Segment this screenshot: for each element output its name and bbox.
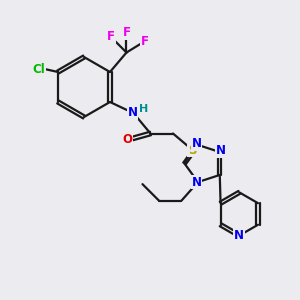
- Text: N: N: [216, 144, 226, 157]
- Text: S: S: [188, 143, 197, 157]
- Text: N: N: [128, 106, 137, 119]
- Text: O: O: [122, 133, 132, 146]
- Text: N: N: [234, 229, 244, 242]
- Text: F: F: [107, 30, 115, 44]
- Text: F: F: [122, 26, 130, 39]
- Text: H: H: [139, 104, 148, 114]
- Text: Cl: Cl: [32, 62, 45, 76]
- Text: N: N: [191, 176, 202, 188]
- Text: N: N: [191, 137, 202, 150]
- Text: F: F: [141, 34, 149, 48]
